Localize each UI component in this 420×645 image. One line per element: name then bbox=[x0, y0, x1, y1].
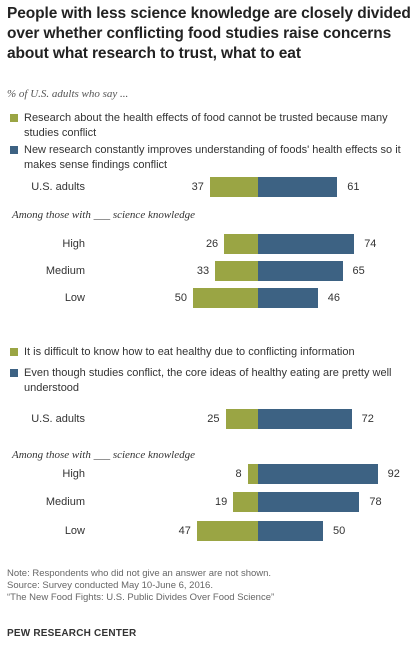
value-label-blue: 78 bbox=[369, 496, 382, 508]
row-label: U.S. adults bbox=[31, 181, 85, 193]
bar-blue bbox=[258, 492, 360, 512]
value-label-green: 19 bbox=[215, 496, 228, 508]
value-label-blue: 92 bbox=[387, 468, 400, 480]
source-text: Source: Survey conducted May 10-June 6, … bbox=[7, 580, 213, 591]
value-label-blue: 65 bbox=[352, 265, 365, 277]
bar-blue bbox=[258, 234, 355, 254]
row-label: High bbox=[62, 238, 85, 250]
chart-title: People with less science knowledge are c… bbox=[7, 5, 411, 62]
bar-green bbox=[247, 464, 258, 484]
bar-blue bbox=[258, 261, 343, 281]
row-label: Low bbox=[64, 292, 85, 304]
value-label-green: 26 bbox=[205, 238, 219, 250]
bar-green bbox=[215, 261, 258, 281]
legend-swatch-green bbox=[10, 114, 18, 122]
legend-text: New research constantly improves underst… bbox=[24, 144, 401, 171]
legend-item-1a: Research about the health effects of foo… bbox=[10, 111, 408, 140]
legend-text: Research about the health effects of foo… bbox=[24, 112, 388, 139]
row-label: Low bbox=[64, 525, 85, 537]
legend-item-2a: It is difficult to know how to eat healt… bbox=[10, 345, 408, 360]
value-label-green: 50 bbox=[174, 292, 187, 304]
legend-swatch-green bbox=[10, 348, 18, 356]
value-label-blue: 74 bbox=[364, 238, 377, 250]
bar-blue bbox=[258, 521, 323, 541]
value-label-blue: 50 bbox=[333, 525, 346, 537]
group-heading-1: Among those with ___ science knowledge bbox=[12, 209, 195, 221]
value-label-blue: 46 bbox=[327, 292, 341, 304]
value-label-green: 33 bbox=[196, 265, 210, 277]
bar-green bbox=[233, 492, 258, 512]
bar-green bbox=[224, 234, 258, 254]
row-label: High bbox=[62, 468, 85, 480]
chart-subtitle: % of U.S. adults who say ... bbox=[7, 88, 129, 100]
value-label-green: 47 bbox=[178, 525, 191, 537]
value-label-blue: 72 bbox=[361, 413, 374, 425]
bar-blue bbox=[258, 288, 318, 308]
note-text: Note: Respondents who did not give an an… bbox=[7, 568, 272, 579]
legend-swatch-blue bbox=[10, 146, 18, 154]
report-title: “The New Food Fights: U.S. Public Divide… bbox=[7, 592, 275, 603]
legend-swatch-blue bbox=[10, 369, 18, 377]
bar-green bbox=[225, 409, 258, 429]
value-label-green: 8 bbox=[235, 468, 242, 480]
legend-item-1b: New research constantly improves underst… bbox=[10, 143, 408, 172]
value-label-green: 37 bbox=[191, 181, 204, 193]
value-label-green: 25 bbox=[207, 413, 220, 425]
legend-text: It is difficult to know how to eat healt… bbox=[24, 346, 355, 358]
legend-item-2b: Even though studies conflict, the core i… bbox=[10, 366, 408, 395]
row-label: Medium bbox=[45, 265, 85, 277]
bar-blue bbox=[258, 409, 352, 429]
row-label: U.S. adults bbox=[31, 413, 85, 425]
bar-green bbox=[193, 288, 258, 308]
value-label-blue: 61 bbox=[347, 181, 360, 193]
row-label: Medium bbox=[45, 496, 85, 508]
bar-blue bbox=[258, 464, 378, 484]
bar-blue bbox=[258, 177, 338, 197]
group-heading-2: Among those with ___ science knowledge bbox=[12, 449, 195, 461]
legend-text: Even though studies conflict, the core i… bbox=[24, 367, 392, 394]
brand-logo-text: PEW RESEARCH CENTER bbox=[7, 628, 137, 639]
bar-green bbox=[209, 177, 258, 197]
bar-green bbox=[196, 521, 258, 541]
